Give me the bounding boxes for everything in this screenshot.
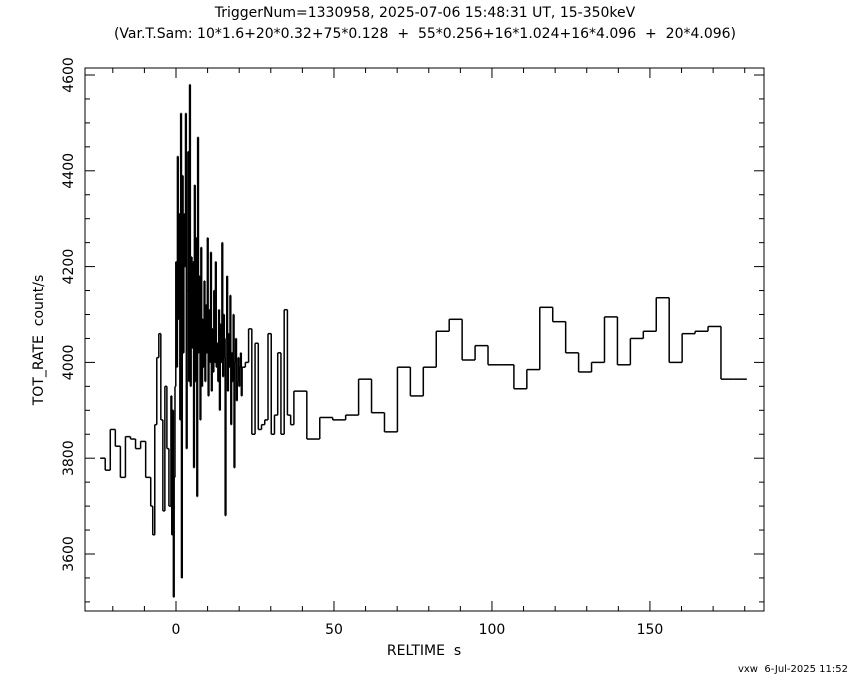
y-axis-label: TOT_RATE count/s (31, 275, 47, 407)
footer: vxw 6-Jul-2025 11:52 (738, 664, 848, 675)
x-axis-label: RELTIME s (387, 643, 461, 659)
x-tick-label: 50 (325, 622, 343, 638)
step-connectors (104, 84, 722, 598)
y-tick-label: 4400 (61, 153, 77, 189)
x-tick-label: 100 (479, 622, 506, 638)
y-tick-label: 3800 (61, 440, 77, 476)
y-tick-label: 4000 (61, 345, 77, 381)
x-tick-label: 150 (637, 622, 664, 638)
chart-title: TriggerNum=1330958, 2025-07-06 15:48:31 … (214, 5, 636, 21)
chart-subtitle: (Var.T.Sam: 10*1.6+20*0.32+75*0.128 + 55… (114, 26, 736, 42)
y-tick-label: 4600 (61, 57, 77, 93)
x-tick-label: 0 (172, 622, 181, 638)
y-tick-label: 3600 (61, 536, 77, 572)
plot-frame (84, 67, 765, 612)
y-tick-label: 4200 (61, 249, 77, 285)
